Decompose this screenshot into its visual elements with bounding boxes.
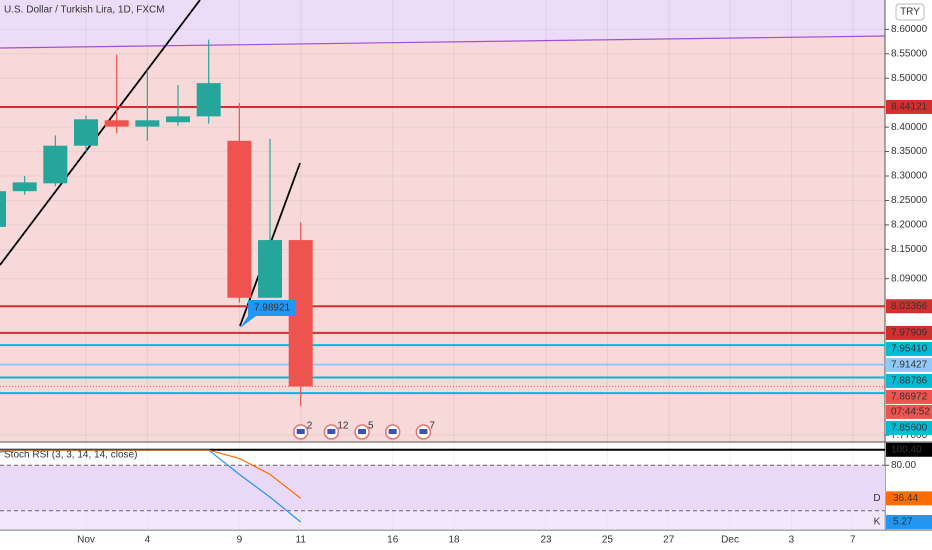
- indicator-line: [0, 449, 302, 499]
- price-badge: [886, 325, 932, 340]
- x-tick-label: 7: [850, 535, 856, 546]
- price-label: 7.85600: [891, 423, 928, 434]
- price-badge: [886, 357, 932, 372]
- candle-body: [74, 119, 99, 146]
- event-flag: [388, 429, 397, 434]
- candle-body: [12, 182, 37, 192]
- price-badge: [886, 389, 932, 404]
- currency-box[interactable]: [895, 3, 925, 21]
- price-label: 7.97909: [891, 328, 928, 339]
- series-name: D: [873, 493, 880, 504]
- x-tick-label: 3: [789, 535, 795, 546]
- y-tick-label: 80.00: [891, 460, 916, 471]
- price-badge: [886, 373, 932, 388]
- y-tick-label: 8.35000: [891, 146, 928, 157]
- price-label: 7.88786: [891, 376, 928, 387]
- price-badge: [886, 420, 932, 435]
- callout-badge: [240, 299, 297, 328]
- event-flag: [327, 429, 336, 434]
- event-flag: [358, 429, 367, 434]
- event-count: 2: [307, 421, 313, 432]
- countdown: 07:44:52: [891, 407, 930, 418]
- y-tick-label: 8.15000: [891, 244, 928, 255]
- x-tick-label: 18: [448, 535, 460, 546]
- candle-body: [258, 240, 283, 298]
- price-label: 8.44121: [891, 102, 928, 113]
- countdown-badge: [886, 404, 932, 419]
- y-tick-label: 8.50000: [891, 73, 928, 84]
- value-label: 36.44: [893, 493, 918, 504]
- price-axis: [885, 0, 932, 550]
- event-flag: [419, 429, 428, 434]
- x-tick-label: 23: [540, 535, 552, 546]
- y-tick-label: 7.77000: [891, 430, 928, 441]
- price-label: 7.91427: [891, 360, 928, 371]
- price-badge: [886, 299, 932, 314]
- y-tick-label: 8.25000: [891, 195, 928, 206]
- price-badge: [886, 99, 932, 114]
- price-badge: [886, 341, 932, 356]
- candle-body: [166, 116, 191, 123]
- x-tick-label: 25: [602, 535, 614, 546]
- chart-title: U.S. Dollar / Turkish Lira, 1D, FXCM: [4, 5, 165, 16]
- value-label: 5.27: [893, 517, 913, 528]
- x-tick-label: 11: [296, 535, 307, 546]
- candle-body: [227, 140, 252, 298]
- currency[interactable]: TRY: [900, 7, 920, 18]
- level-badge: [886, 442, 932, 457]
- candle-body: [43, 145, 68, 184]
- candle-body: [0, 191, 6, 227]
- candle-body: [196, 83, 221, 117]
- event-flag: [296, 429, 305, 434]
- y-tick-label: 8.09000: [891, 273, 928, 284]
- x-tick-label: Dec: [721, 535, 739, 546]
- indicator-band-lower: [0, 510, 885, 530]
- upper-zone: [0, 0, 885, 48]
- event-count: 5: [368, 421, 374, 432]
- indicator-band: [0, 465, 885, 511]
- y-tick-label: 100.40: [891, 444, 922, 455]
- event-count: 12: [337, 421, 349, 432]
- x-tick-label: 27: [663, 535, 675, 546]
- x-tick-label: Nov: [77, 535, 95, 546]
- series-name: K: [874, 517, 881, 528]
- indicator-title: Stoch RSI (3, 3, 14, 14, close): [4, 450, 137, 461]
- price-label: 8.03366: [891, 301, 928, 312]
- event-count: 7: [429, 421, 435, 432]
- price-label: 7.86972: [891, 392, 928, 403]
- y-tick-label: 8.55000: [891, 48, 928, 59]
- y-tick-label: 8.20000: [891, 220, 928, 231]
- candle-body: [135, 120, 160, 127]
- candle-body: [104, 120, 129, 127]
- callout-label: 7.98921: [254, 303, 291, 314]
- y-tick-label: 8.30000: [891, 171, 928, 182]
- price-label: 7.95410: [891, 344, 928, 355]
- y-tick-label: 8.40000: [891, 122, 928, 133]
- trend-line: [0, 35, 886, 49]
- value-badge: [886, 491, 932, 506]
- x-tick-label: 4: [145, 535, 151, 546]
- y-tick-label: 8.60000: [891, 24, 928, 35]
- trend-line: [0, 0, 201, 266]
- value-badge: [886, 514, 932, 529]
- x-tick-label: 9: [237, 535, 243, 546]
- main-pane: [0, 0, 885, 442]
- x-tick-label: 16: [387, 535, 399, 546]
